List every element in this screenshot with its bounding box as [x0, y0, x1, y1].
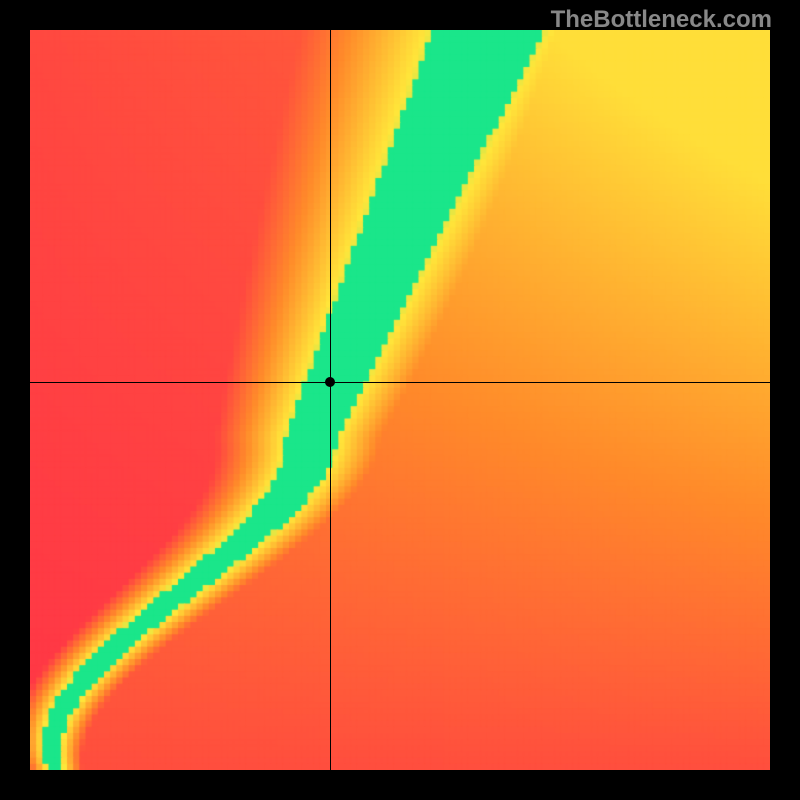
- data-point-marker: [325, 377, 335, 387]
- crosshair-vertical: [330, 30, 331, 770]
- crosshair-horizontal: [30, 382, 770, 383]
- watermark-text: TheBottleneck.com: [551, 6, 772, 34]
- heatmap-canvas: [30, 30, 770, 770]
- plot-area: [30, 30, 770, 770]
- chart-container: TheBottleneck.com: [0, 0, 800, 800]
